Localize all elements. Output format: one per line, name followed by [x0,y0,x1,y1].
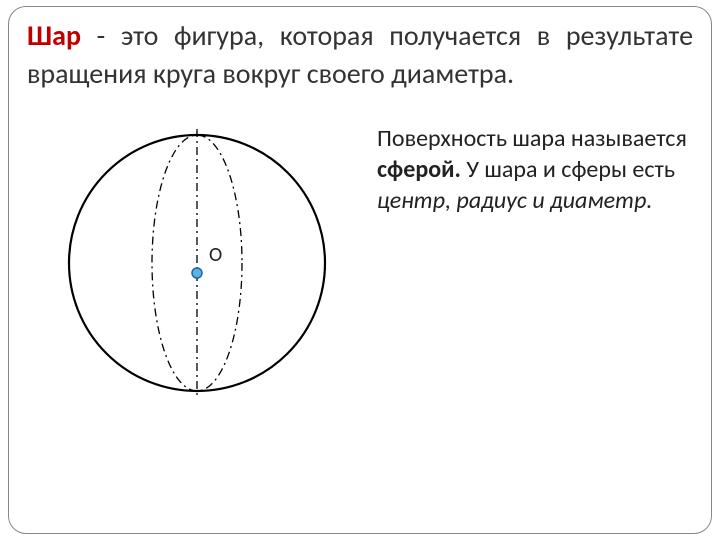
definition-rest: - это фигура, которая получается в резул… [27,18,693,91]
side-paragraph: Поверхность шара называется сферой. У ша… [377,123,693,217]
side-text-1: Поверхность шара называется [377,124,687,153]
side-text-terms: центр, радиус и диаметр. [377,186,652,215]
side-text-sphere: сферой. [377,155,461,184]
definition-paragraph: Шар - это фигура, которая получается в р… [27,17,693,93]
slide-card: Шар - это фигура, которая получается в р… [8,6,712,534]
term-shar: Шар [27,18,81,53]
side-text-2: У шара и сферы есть [461,155,675,184]
sphere-diagram: O [57,113,357,418]
sphere-svg: O [57,113,357,413]
content-row: O Поверхность шара называется сферой. У … [27,113,693,418]
svg-text:O: O [209,243,222,267]
